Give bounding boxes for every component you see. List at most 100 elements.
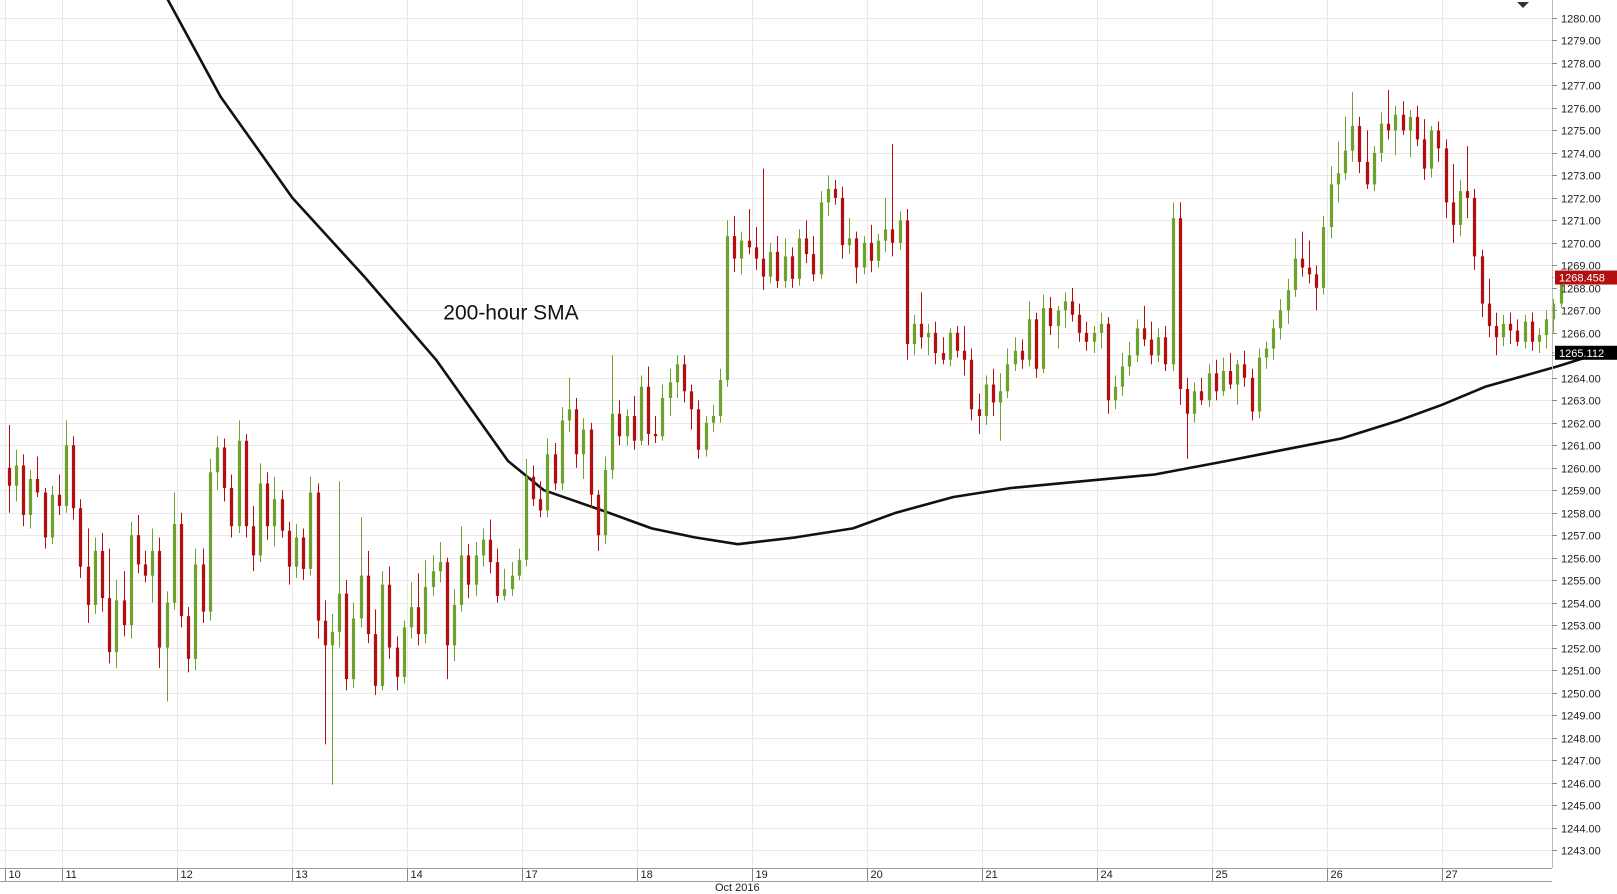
y-tick-label: 1251.00 (1561, 666, 1601, 678)
candle-body (1480, 256, 1485, 304)
x-tick-label: 12 (181, 869, 193, 881)
last-price-value: 1268.458 (1559, 273, 1605, 285)
candle-body (1027, 319, 1032, 360)
candle-body (64, 445, 69, 506)
candle-body (459, 555, 464, 605)
candle-body (1185, 389, 1190, 414)
candle-body (502, 589, 507, 596)
candle-body (862, 242, 867, 268)
sma-price-badge: 1265.112 (1555, 345, 1617, 360)
candle-body (704, 422, 709, 450)
candle-body (229, 487, 234, 527)
candle-body (1056, 310, 1061, 327)
candle-body (359, 575, 364, 619)
candle-body (237, 440, 242, 527)
candle-body (1544, 319, 1549, 336)
candle-body (114, 600, 119, 653)
candle-body (395, 647, 400, 677)
candle-body (739, 240, 744, 259)
y-tick-label: 1250.00 (1561, 689, 1601, 701)
candle-body (639, 386, 644, 441)
y-tick-label: 1246.00 (1561, 779, 1601, 791)
candle-body (1365, 161, 1370, 185)
candle-body (208, 472, 213, 612)
candle-body (100, 550, 105, 599)
candle-body (826, 188, 831, 203)
y-tick-label: 1273.00 (1561, 171, 1601, 183)
y-tick-label: 1259.00 (1561, 486, 1601, 498)
candle-body (660, 398, 665, 437)
candle-body (1199, 391, 1204, 401)
candle-body (1357, 125, 1362, 162)
y-tick-label: 1247.00 (1561, 756, 1601, 768)
candle-body (366, 575, 371, 635)
candle-body (129, 535, 134, 626)
x-axis-ticks: 10 11 12 13 14 17 18 19 20 21 24 25 26 27 (5, 868, 1458, 881)
candle-body (783, 256, 788, 282)
candle-body (696, 409, 701, 450)
candle-body (797, 238, 802, 279)
candle-body (1321, 227, 1326, 288)
y-tick-label: 1277.00 (1561, 81, 1601, 93)
x-tick-label: 26 (1331, 869, 1343, 881)
candle-body (560, 420, 565, 484)
candle-body (718, 380, 723, 417)
candle-body (581, 429, 586, 455)
y-tick-label: 1269.00 (1561, 261, 1601, 273)
plot-area[interactable] (0, 0, 1552, 868)
candle-body (122, 600, 127, 626)
candle-body (553, 454, 558, 484)
candle-body (1393, 114, 1398, 131)
candle-body (143, 564, 148, 576)
candle-body (1084, 332, 1089, 342)
candle-body (1063, 301, 1068, 311)
candle-body (1523, 321, 1528, 342)
sma-200-line (166, 0, 1602, 546)
candle-body (452, 604, 457, 646)
candle-body (517, 559, 522, 576)
candle-body (1020, 350, 1025, 360)
candle-body (488, 539, 493, 563)
month-label: Oct 2016 (715, 882, 760, 894)
candle-body (689, 391, 694, 410)
sma-price-badge-bg (1555, 345, 1617, 360)
candle-body (905, 220, 910, 345)
candle-body (481, 539, 486, 556)
candle-body (1458, 191, 1463, 225)
candle-body (495, 562, 500, 596)
y-tick-label: 1257.00 (1561, 531, 1601, 543)
candle-body (567, 409, 572, 421)
x-tick-label: 10 (9, 869, 21, 881)
candle-body (409, 607, 414, 628)
candle-body (57, 494, 62, 506)
chart-menu-icon[interactable] (1517, 2, 1529, 8)
candle-body (93, 550, 98, 605)
y-tick-label: 1267.00 (1561, 306, 1601, 318)
candle-body (926, 332, 931, 338)
candle-body (1401, 114, 1406, 131)
candle-body (876, 240, 881, 261)
candle-body (1300, 258, 1305, 268)
candle-body (1041, 308, 1046, 369)
candle-body (136, 535, 141, 565)
y-tick-label: 1270.00 (1561, 239, 1601, 251)
candle-body (201, 564, 206, 612)
x-tick-label: 20 (871, 869, 883, 881)
y-axis-ticks: 1243.00 1244.00 1245.00 1246.00 1247.00 1248.… (1552, 14, 1601, 858)
candle-body (1379, 123, 1384, 153)
candle-body (1228, 371, 1233, 385)
last-price-badge-bg (1555, 270, 1617, 285)
candle-body (78, 508, 83, 567)
candle-body (1551, 303, 1556, 320)
candle-body (294, 537, 299, 567)
candle-body (1444, 148, 1449, 203)
candle-body (1120, 366, 1125, 387)
candle-body (790, 256, 795, 279)
candle-body (1171, 218, 1176, 365)
candle-body (86, 566, 91, 605)
candle-body (1034, 319, 1039, 369)
candle-body (1515, 330, 1520, 342)
candle-body (1343, 150, 1348, 174)
candle-body (316, 492, 321, 621)
